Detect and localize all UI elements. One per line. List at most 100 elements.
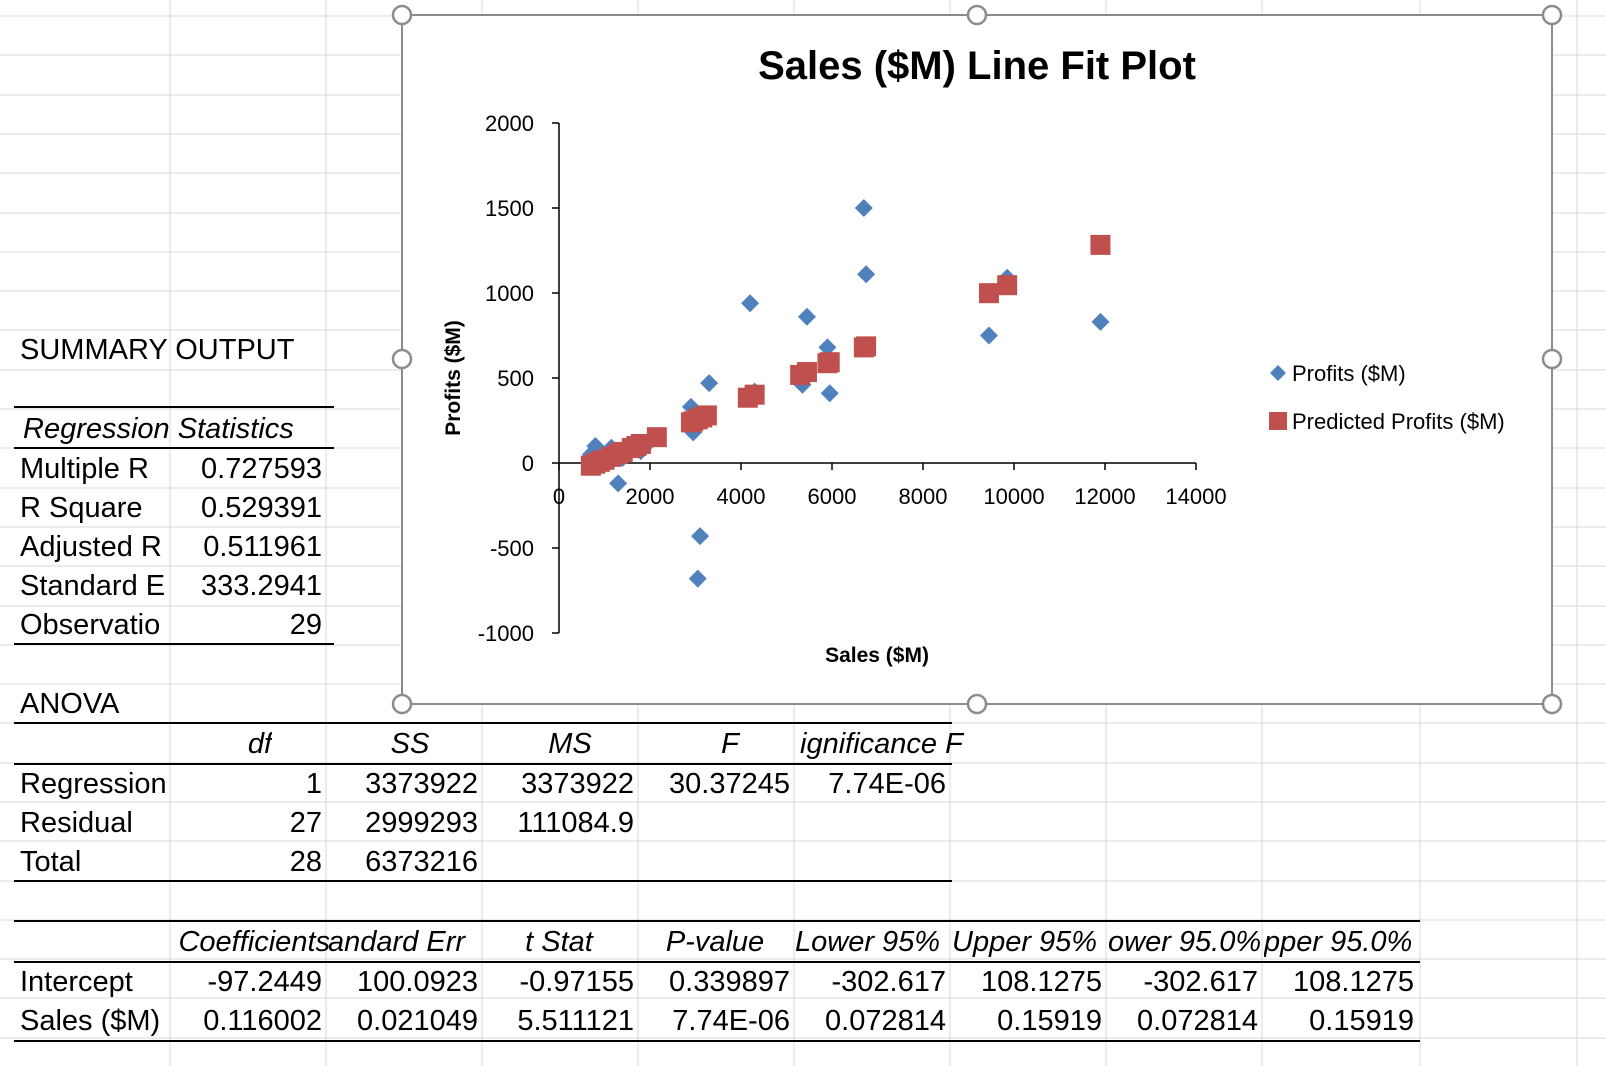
predicted-profit-point[interactable]: [630, 433, 651, 454]
regression-statistics-header[interactable]: Regression Statistics: [23, 413, 294, 445]
coef-cell[interactable]: 0.021049: [357, 1005, 478, 1037]
profit-point[interactable]: [979, 326, 998, 345]
coef-header[interactable]: ower 95.0%: [1108, 926, 1262, 958]
resize-handle[interactable]: [966, 4, 988, 26]
anova-cell[interactable]: 27: [289, 807, 322, 839]
summary-title[interactable]: SUMMARY OUTPUT: [20, 334, 295, 366]
predicted-profit-point[interactable]: [997, 275, 1018, 296]
coef-cell[interactable]: -0.97155: [519, 966, 635, 998]
anova-cell[interactable]: 2999293: [365, 807, 478, 839]
profit-point[interactable]: [818, 338, 837, 357]
coef-cell[interactable]: 0.15919: [1309, 1005, 1414, 1037]
coef-cell[interactable]: -302.617: [831, 966, 947, 998]
coef-cell[interactable]: 5.511121: [517, 1005, 634, 1037]
predicted-profit-point[interactable]: [796, 362, 817, 383]
coef-row-label[interactable]: Intercept: [20, 966, 133, 998]
coef-cell[interactable]: -302.617: [1143, 966, 1259, 998]
anova-cell[interactable]: 7.74E-06: [828, 768, 946, 800]
coef-cell[interactable]: -97.2449: [207, 966, 323, 998]
y-tick-label: 1000: [485, 281, 534, 306]
resize-handle[interactable]: [1541, 348, 1563, 370]
y-tick-label: 1500: [485, 196, 534, 221]
resize-handle[interactable]: [966, 693, 988, 715]
coef-cell[interactable]: 100.0923: [357, 966, 478, 998]
coef-cell[interactable]: 0.339897: [669, 966, 790, 998]
stat-label[interactable]: Adjusted R: [20, 531, 162, 563]
coef-cell[interactable]: 0.072814: [825, 1005, 946, 1037]
anova-header-f[interactable]: F: [721, 728, 739, 760]
resize-handle[interactable]: [391, 693, 413, 715]
stat-label[interactable]: Observatio: [20, 609, 161, 641]
stat-value[interactable]: 333.2941: [201, 570, 322, 602]
profit-point[interactable]: [857, 265, 876, 284]
stat-value[interactable]: 0.727593: [201, 453, 322, 485]
stat-value[interactable]: 0.529391: [201, 492, 322, 524]
legend-label-predicted-profits: Predicted Profits ($M): [1292, 409, 1505, 434]
coef-cell[interactable]: 0.116002: [203, 1005, 322, 1037]
coef-header[interactable]: Coefficients: [178, 926, 330, 958]
x-tick-label: 2000: [626, 484, 675, 509]
predicted-profit-point[interactable]: [696, 405, 717, 426]
profit-point[interactable]: [820, 384, 839, 403]
predicted-profit-point[interactable]: [646, 427, 667, 448]
anova-row-label[interactable]: Regression: [20, 768, 167, 800]
y-axis-title[interactable]: Profits ($M): [442, 320, 465, 436]
coef-header[interactable]: Lower 95%: [795, 926, 941, 958]
resize-handle[interactable]: [1541, 693, 1563, 715]
predicted-profit-point[interactable]: [744, 384, 765, 405]
stat-value[interactable]: 29: [289, 609, 322, 641]
stat-label[interactable]: R Square: [20, 492, 143, 524]
profit-point[interactable]: [609, 474, 628, 493]
resize-handle[interactable]: [1541, 4, 1563, 26]
coef-cell[interactable]: 108.1275: [1293, 966, 1414, 998]
anova-cell[interactable]: 6373216: [365, 846, 478, 878]
profit-point[interactable]: [700, 374, 719, 393]
coef-cell[interactable]: 7.74E-06: [672, 1005, 790, 1037]
profit-point[interactable]: [691, 527, 710, 546]
anova-cell[interactable]: 1: [305, 768, 322, 800]
coef-header[interactable]: andard Err: [328, 926, 466, 958]
table-border: [14, 447, 334, 449]
anova-cell[interactable]: 30.37245: [669, 768, 790, 800]
anova-cell[interactable]: 3373922: [521, 768, 634, 800]
chart-title[interactable]: Sales ($M) Line Fit Plot: [758, 44, 1196, 88]
anova-header-ss[interactable]: SS: [390, 728, 430, 760]
coef-cell[interactable]: 0.072814: [1137, 1005, 1258, 1037]
anova-title[interactable]: ANOVA: [20, 688, 120, 720]
coef-cell[interactable]: 108.1275: [981, 966, 1102, 998]
anova-header-ms[interactable]: MS: [548, 728, 592, 760]
anova-row-label[interactable]: Total: [20, 846, 82, 878]
coef-header[interactable]: Upper 95%: [952, 926, 1098, 958]
resize-handle[interactable]: [391, 348, 413, 370]
stat-value[interactable]: 0.511961: [203, 531, 322, 563]
predicted-profit-point[interactable]: [856, 336, 877, 357]
x-axis-title[interactable]: Sales ($M): [825, 644, 929, 667]
predicted-profit-point[interactable]: [978, 283, 999, 304]
chart-legend[interactable]: Profits ($M) Predicted Profits ($M): [1269, 361, 1505, 434]
anova-header-df[interactable]: df: [247, 728, 272, 760]
legend-marker-profits: [1270, 365, 1286, 381]
x-tick-label: 10000: [983, 484, 1044, 509]
anova-cell[interactable]: 111084.9: [517, 807, 634, 839]
profit-point[interactable]: [797, 307, 816, 326]
coef-header[interactable]: t Stat: [525, 926, 593, 958]
profit-point[interactable]: [688, 569, 707, 588]
coef-header[interactable]: P-value: [665, 926, 765, 958]
stat-label[interactable]: Standard E: [20, 570, 166, 602]
chart-area[interactable]: [401, 14, 1553, 705]
anova-header-significance-f[interactable]: ignificance F: [800, 728, 963, 760]
anova-row-label[interactable]: Residual: [20, 807, 133, 839]
profit-point[interactable]: [854, 199, 873, 217]
coef-row-label[interactable]: Sales ($M): [20, 1005, 161, 1037]
predicted-profit-point[interactable]: [1090, 234, 1111, 255]
stat-label[interactable]: Multiple R: [20, 453, 149, 485]
anova-cell[interactable]: 3373922: [365, 768, 478, 800]
coef-header[interactable]: pper 95.0%: [1264, 926, 1413, 958]
coef-cell[interactable]: 0.15919: [997, 1005, 1102, 1037]
profit-point[interactable]: [741, 294, 760, 313]
resize-handle[interactable]: [391, 4, 413, 26]
profit-point[interactable]: [1091, 312, 1110, 331]
anova-cell[interactable]: 28: [289, 846, 322, 878]
predicted-profit-point[interactable]: [819, 352, 840, 373]
